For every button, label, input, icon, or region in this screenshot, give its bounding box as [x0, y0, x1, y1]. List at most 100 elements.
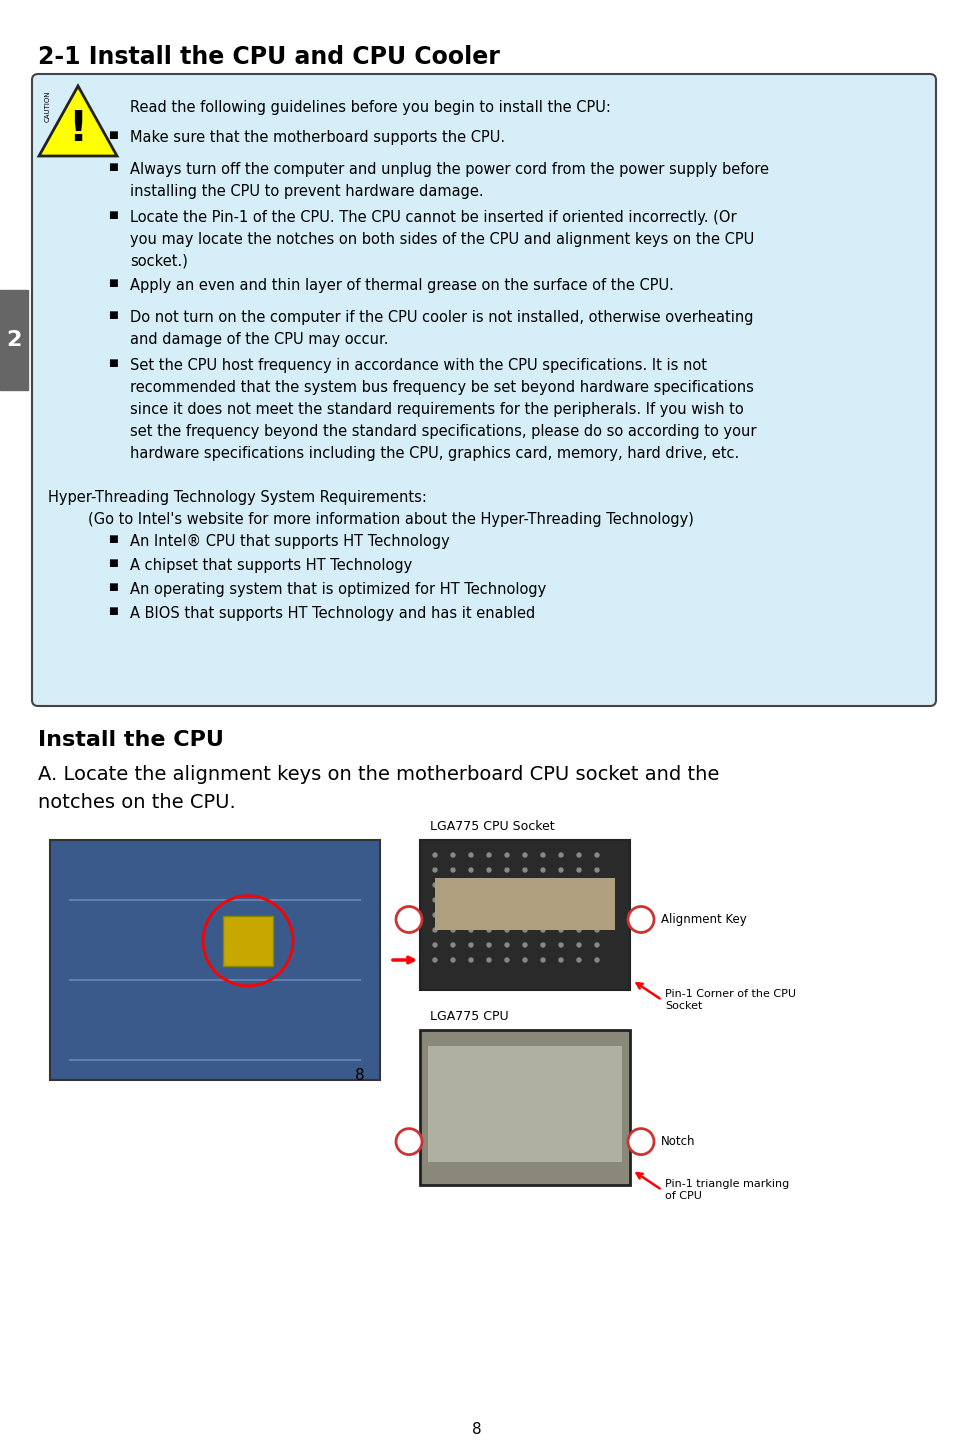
Circle shape [451, 868, 455, 873]
Circle shape [595, 913, 598, 918]
Circle shape [451, 942, 455, 947]
Circle shape [504, 883, 509, 887]
Text: An operating system that is optimized for HT Technology: An operating system that is optimized fo… [130, 582, 546, 597]
Circle shape [486, 913, 491, 918]
Circle shape [469, 928, 473, 932]
Text: Notch: Notch [660, 1135, 695, 1149]
Circle shape [595, 958, 598, 963]
Bar [428, 1045, 621, 1162]
Circle shape [522, 958, 526, 963]
Text: Set the CPU host frequency in accordance with the CPU specifications. It is not: Set the CPU host frequency in accordance… [130, 359, 706, 373]
Circle shape [577, 942, 580, 947]
Text: CAUTION: CAUTION [45, 90, 51, 122]
Circle shape [486, 897, 491, 902]
Text: Install the CPU: Install the CPU [38, 730, 224, 751]
Circle shape [486, 883, 491, 887]
Circle shape [577, 852, 580, 857]
Text: notches on the CPU.: notches on the CPU. [38, 793, 235, 812]
Bar [50, 841, 379, 1080]
Text: ■: ■ [108, 277, 117, 287]
Circle shape [595, 883, 598, 887]
Text: Pin-1 Corner of the CPU
Socket: Pin-1 Corner of the CPU Socket [664, 989, 795, 1011]
Text: ■: ■ [108, 534, 117, 544]
Circle shape [522, 913, 526, 918]
Text: A. Locate the alignment keys on the motherboard CPU socket and the: A. Locate the alignment keys on the moth… [38, 765, 719, 784]
Polygon shape [39, 86, 117, 155]
Circle shape [469, 852, 473, 857]
Circle shape [595, 852, 598, 857]
Bar [0, 290, 28, 391]
Circle shape [558, 852, 562, 857]
Circle shape [504, 913, 509, 918]
Circle shape [522, 883, 526, 887]
Circle shape [558, 883, 562, 887]
Text: LGA775 CPU Socket: LGA775 CPU Socket [430, 820, 554, 833]
Circle shape [558, 868, 562, 873]
Circle shape [504, 942, 509, 947]
Text: 2: 2 [7, 330, 22, 350]
Text: installing the CPU to prevent hardware damage.: installing the CPU to prevent hardware d… [130, 184, 483, 199]
Circle shape [540, 897, 544, 902]
Circle shape [595, 928, 598, 932]
Circle shape [540, 958, 544, 963]
Circle shape [395, 906, 421, 932]
Circle shape [486, 928, 491, 932]
Circle shape [469, 913, 473, 918]
Circle shape [469, 942, 473, 947]
Text: Apply an even and thin layer of thermal grease on the surface of the CPU.: Apply an even and thin layer of thermal … [130, 277, 673, 293]
Text: Hyper-Threading Technology System Requirements:: Hyper-Threading Technology System Requir… [48, 489, 426, 505]
Circle shape [595, 868, 598, 873]
Text: and damage of the CPU may occur.: and damage of the CPU may occur. [130, 333, 388, 347]
Text: ■: ■ [108, 211, 117, 221]
Circle shape [469, 883, 473, 887]
Circle shape [486, 958, 491, 963]
Circle shape [433, 928, 436, 932]
Bar [435, 877, 615, 929]
Circle shape [540, 913, 544, 918]
Text: Pin-1 triangle marking
of CPU: Pin-1 triangle marking of CPU [664, 1179, 788, 1201]
Circle shape [504, 852, 509, 857]
Text: Make sure that the motherboard supports the CPU.: Make sure that the motherboard supports … [130, 131, 504, 145]
Text: 2-1 Install the CPU and CPU Cooler: 2-1 Install the CPU and CPU Cooler [38, 45, 499, 70]
Circle shape [451, 852, 455, 857]
Text: A BIOS that supports HT Technology and has it enabled: A BIOS that supports HT Technology and h… [130, 605, 535, 621]
Circle shape [577, 958, 580, 963]
Circle shape [504, 958, 509, 963]
Circle shape [627, 1128, 654, 1154]
Circle shape [433, 852, 436, 857]
Text: ■: ■ [108, 558, 117, 568]
Text: ■: ■ [108, 309, 117, 319]
Circle shape [451, 928, 455, 932]
Circle shape [433, 868, 436, 873]
Text: 8: 8 [472, 1423, 481, 1437]
Text: LGA775 CPU: LGA775 CPU [430, 1011, 508, 1024]
Circle shape [486, 868, 491, 873]
FancyBboxPatch shape [32, 74, 935, 706]
Circle shape [577, 928, 580, 932]
Circle shape [558, 913, 562, 918]
Circle shape [558, 942, 562, 947]
Circle shape [577, 868, 580, 873]
Circle shape [558, 928, 562, 932]
Text: !: ! [69, 109, 88, 151]
Circle shape [469, 868, 473, 873]
Circle shape [451, 913, 455, 918]
Text: Always turn off the computer and unplug the power cord from the power supply bef: Always turn off the computer and unplug … [130, 163, 768, 177]
Bar [419, 841, 629, 990]
Circle shape [595, 897, 598, 902]
Circle shape [522, 928, 526, 932]
Circle shape [522, 852, 526, 857]
Circle shape [486, 942, 491, 947]
Circle shape [540, 868, 544, 873]
Text: ■: ■ [108, 163, 117, 171]
Bar [223, 916, 273, 966]
Circle shape [558, 897, 562, 902]
Bar [419, 1029, 629, 1185]
Circle shape [504, 897, 509, 902]
Circle shape [433, 942, 436, 947]
Circle shape [486, 852, 491, 857]
Circle shape [433, 913, 436, 918]
Circle shape [451, 897, 455, 902]
Text: set the frequency beyond the standard specifications, please do so according to : set the frequency beyond the standard sp… [130, 424, 756, 439]
Circle shape [469, 958, 473, 963]
